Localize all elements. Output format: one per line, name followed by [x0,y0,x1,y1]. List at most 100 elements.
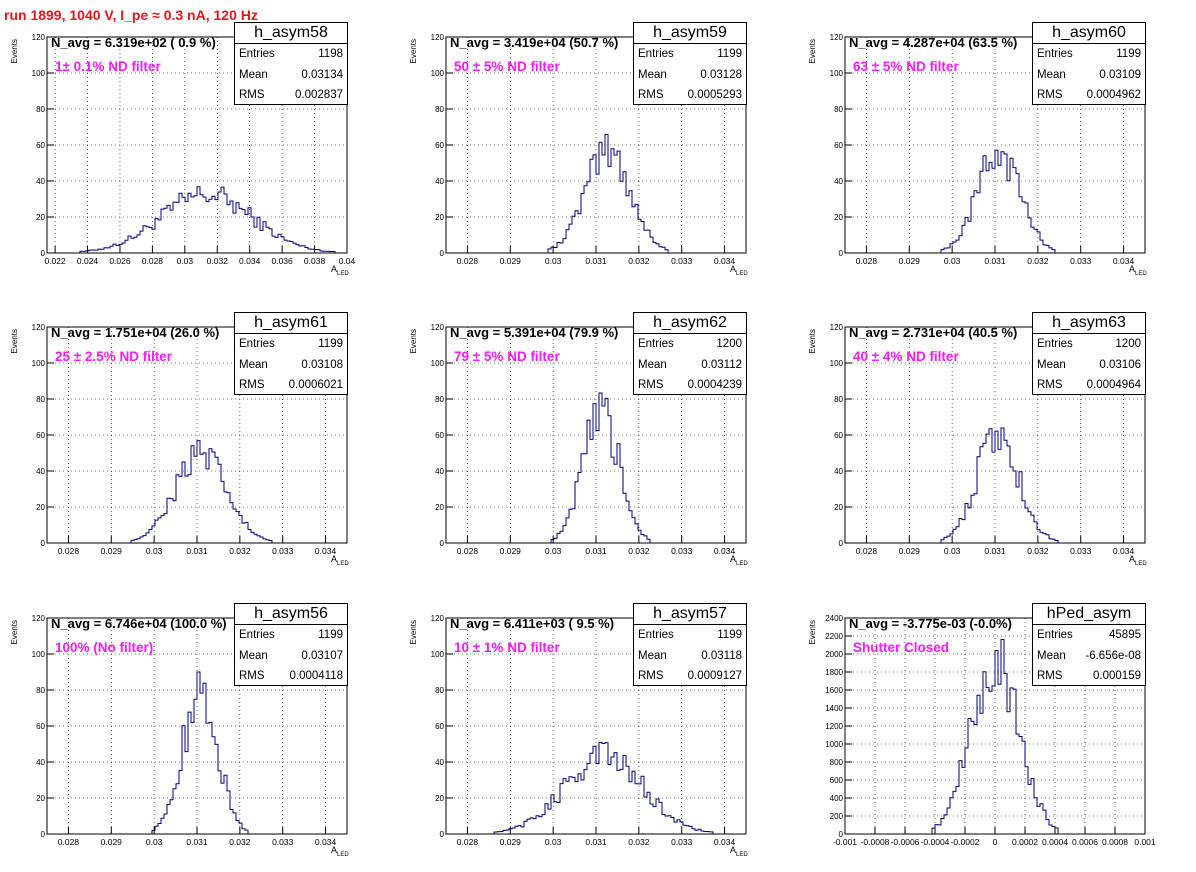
x-tick-label: 0.031 [984,256,1006,266]
stats-key: Mean [1037,358,1066,371]
histogram-line-h_asym57 [446,742,746,835]
stats-value: 1200 [716,338,742,350]
y-tick-label: 0 [41,249,46,258]
y-tick-label: 0 [41,830,46,839]
y-tick-label: 120 [32,614,46,623]
x-tick-label: 0.028 [457,256,479,266]
stats-key: Mean [1037,68,1066,81]
stats-row-entries: Entries 1200 [1033,334,1145,355]
x-tick-label: 0.03 [177,256,194,266]
x-tick-label: 0.032 [628,837,650,847]
x-tick-label: 0.028 [58,546,80,556]
stats-box-h_asym58: h_asym58 Entries 1198 Mean 0.03134 RMS 0.00283… [234,22,348,105]
stats-value: 1200 [1115,338,1141,350]
x-tick-label: 0.032 [1027,546,1049,556]
y-tick-label: 400 [830,794,844,803]
x-axis-label: ALED [331,264,349,277]
y-tick-label: 1000 [825,740,843,749]
x-axis-label: ALED [331,554,349,567]
x-tick-label: -0.001 [833,837,857,847]
y-tick-label: 60 [435,141,444,150]
y-tick-label: 100 [431,650,445,659]
y-tick-label: 100 [431,69,445,78]
y-tick-label: 0 [440,249,445,258]
stats-value: 0.0006021 [288,379,343,391]
stats-row-mean: Mean 0.03108 [235,355,347,376]
y-axis-label: Events [409,39,418,63]
histogram-name: h_asym61 [235,313,347,334]
y-tick-label: 40 [834,177,843,186]
stats-value: 0.0004962 [1086,89,1141,101]
filter-annotation: 1± 0.1% ND filter [55,59,161,74]
stats-row-entries: Entries 1199 [634,625,746,646]
stats-row-entries: Entries 1199 [235,334,347,355]
x-tick-label: 0.031 [186,546,208,556]
n-avg-label: N_avg = 6.746e+04 (100.0 %) [51,616,227,631]
y-axis-label: Events [808,620,817,644]
x-tick-label: 0.028 [856,546,878,556]
y-tick-label: 0 [839,249,844,258]
stats-key: Entries [638,338,674,350]
stats-value: 0.03134 [301,68,343,81]
n-avg-label: N_avg = 6.319e+02 ( 0.9 %) [51,35,216,50]
y-tick-label: 40 [834,467,843,476]
y-axis-label: Events [409,620,418,644]
filter-annotation: 100% (No filter) [55,640,154,655]
stats-row-mean: Mean 0.03107 [235,646,347,667]
x-tick-label: 0.029 [500,256,522,266]
stats-value: 0.03109 [1099,68,1141,81]
stats-key: RMS [638,89,664,101]
stats-value: 0.0004239 [687,379,742,391]
x-tick-label: 0.034 [1113,256,1135,266]
x-tick-label: -0.0002 [951,837,980,847]
stats-value: 0.0009127 [687,670,742,682]
x-tick-label: 0.029 [899,256,921,266]
stats-key: Entries [1037,629,1073,641]
panel-h_asym58: 0.022 0.024 0.026 0.028 0.03 0.032 0.034 0.036 0… [10,33,356,277]
stats-value: 0.03108 [301,358,343,371]
histogram-name: h_asym56 [235,604,347,625]
x-tick-label: 0.029 [500,546,522,556]
y-axis-label: Events [808,39,817,63]
y-tick-label: 60 [834,141,843,150]
x-tick-label: 0.029 [500,837,522,847]
y-tick-label: 120 [431,323,445,332]
stats-row-rms: RMS 0.0004239 [634,375,746,396]
x-tick-label: -0.0006 [891,837,920,847]
stats-value: 0.0004964 [1086,379,1141,391]
stats-value: 0.000159 [1093,670,1141,682]
stats-key: Entries [638,629,674,641]
stats-row-mean: Mean 0.03128 [634,65,746,86]
x-tick-label: -0.0008 [861,837,890,847]
y-tick-label: 120 [830,33,844,42]
x-tick-label: 0.024 [77,256,99,266]
x-tick-label: 0.034 [1113,546,1135,556]
x-tick-label: 0.034 [714,256,736,266]
y-tick-label: 60 [36,722,45,731]
x-tick-label: 0.034 [315,837,337,847]
x-tick-label: 0.029 [899,546,921,556]
y-tick-label: 20 [36,213,45,222]
x-tick-label: 0.031 [585,256,607,266]
n-avg-label: N_avg = 5.391e+04 (79.9 %) [450,325,619,340]
x-tick-label: 0.028 [856,256,878,266]
y-tick-label: 0 [839,539,844,548]
stats-box-h_asym56: h_asym56 Entries 1199 Mean 0.03107 RMS 0.00041… [234,603,348,686]
panel-h_asym57: 0.028 0.029 0.03 0.031 0.032 0.033 0.034 0 20 40 6… [409,614,748,858]
stats-box-h_asym61: h_asym61 Entries 1199 Mean 0.03108 RMS 0.00060… [234,312,348,395]
y-tick-label: 100 [830,359,844,368]
n-avg-label: N_avg = 3.419e+04 (50.7 %) [450,35,619,50]
n-avg-label: N_avg = 6.411e+03 ( 9.5 %) [450,616,615,631]
stats-key: Mean [638,358,667,371]
x-tick-label: 0.0004 [1042,837,1068,847]
stats-key: RMS [1037,379,1063,391]
stats-box-h_asym60: h_asym60 Entries 1199 Mean 0.03109 RMS 0.00049… [1032,22,1146,105]
stats-key: RMS [239,89,265,101]
x-tick-label: 0.032 [207,256,229,266]
stats-value: 1199 [717,48,742,60]
y-tick-label: 800 [830,758,844,767]
y-axis-label: Events [409,329,418,353]
stats-value: 0.03106 [1099,358,1141,371]
y-tick-label: 100 [32,650,46,659]
histogram-name: h_asym59 [634,23,746,44]
